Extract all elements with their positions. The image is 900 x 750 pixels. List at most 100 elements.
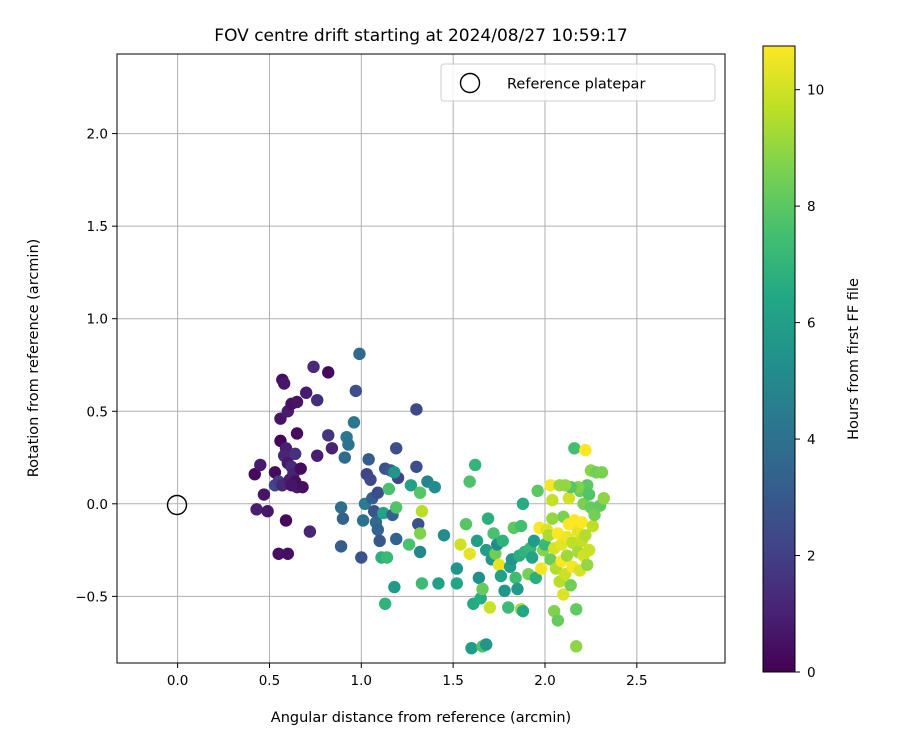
y-axis-ticks: −0.5 0.0 0.5 1.0 1.5 2.0 bbox=[75, 127, 117, 605]
colorbar-tick-label: 8 bbox=[807, 199, 816, 215]
scatter-point bbox=[489, 547, 502, 560]
scatter-point bbox=[516, 497, 530, 511]
scatter-point bbox=[509, 571, 522, 585]
scatter-point bbox=[364, 473, 377, 486]
scatter-point bbox=[367, 505, 381, 518]
scatter-point bbox=[511, 582, 524, 596]
scatter-point bbox=[355, 551, 368, 564]
scatter-point bbox=[254, 458, 267, 472]
scatter-point bbox=[413, 545, 427, 559]
scatter-point bbox=[307, 360, 320, 374]
scatter-point bbox=[542, 529, 555, 542]
scatter-point bbox=[463, 475, 476, 488]
scatter-point bbox=[579, 529, 592, 542]
scatter-point bbox=[474, 592, 487, 605]
scatter-point bbox=[334, 501, 348, 514]
x-tick-label: 1.5 bbox=[442, 673, 463, 689]
scatter-point bbox=[514, 519, 528, 533]
x-axis-label: Angular distance from reference (arcmin) bbox=[271, 710, 571, 726]
scatter-point bbox=[597, 492, 610, 505]
reference-platepar-marker bbox=[166, 494, 188, 516]
scatter-point bbox=[410, 460, 423, 473]
scatter-point bbox=[487, 527, 500, 540]
scatter-point bbox=[347, 416, 361, 429]
grid-lines bbox=[117, 54, 725, 663]
scatter-point bbox=[476, 582, 489, 596]
scatter-point bbox=[575, 516, 588, 529]
scatter-point bbox=[388, 466, 401, 479]
scatter-point bbox=[544, 553, 557, 566]
scatter-point bbox=[311, 449, 324, 462]
legend-entry: Reference platepar bbox=[507, 77, 645, 93]
scatter-point bbox=[459, 517, 473, 531]
legend-box bbox=[440, 63, 716, 102]
scatter-point bbox=[303, 525, 317, 538]
scatter-point bbox=[494, 569, 508, 583]
scatter-point bbox=[570, 603, 583, 616]
scatter-point bbox=[492, 558, 506, 572]
colorbar-label: Hours from first FF file bbox=[846, 278, 862, 440]
scatter-point bbox=[277, 377, 291, 390]
scatter-point bbox=[531, 484, 544, 498]
scatter-point bbox=[380, 551, 394, 564]
scatter-point bbox=[586, 519, 599, 533]
y-axis-label: Rotation from reference (arcmin) bbox=[26, 239, 42, 478]
x-axis-ticks: 0.0 0.5 1.0 1.5 2.0 2.5 bbox=[167, 663, 648, 689]
scatter-point bbox=[412, 517, 425, 531]
scatter-point bbox=[390, 442, 403, 455]
scatter-point bbox=[557, 588, 570, 601]
scatter-point bbox=[356, 514, 370, 527]
colorbar-tick-label: 10 bbox=[807, 83, 824, 99]
scatter-point bbox=[311, 393, 324, 407]
scatter-point bbox=[432, 577, 445, 590]
x-tick-label: 1.0 bbox=[351, 673, 372, 689]
legend-marker bbox=[459, 72, 481, 94]
scatter-point bbox=[362, 453, 375, 466]
scatter-point bbox=[382, 482, 396, 496]
legend: Reference platepar bbox=[440, 63, 716, 102]
scatter-point bbox=[465, 641, 478, 655]
scatter-point bbox=[450, 562, 464, 575]
colorbar-tick-label: 4 bbox=[807, 432, 816, 448]
data-points bbox=[248, 347, 610, 655]
scatter-point bbox=[570, 640, 583, 653]
scatter-point bbox=[496, 534, 509, 548]
scatter-point bbox=[322, 429, 335, 442]
scatter-point bbox=[564, 579, 577, 592]
scatter-point bbox=[437, 529, 451, 542]
colorbar-tick-label: 6 bbox=[807, 316, 816, 332]
x-tick-label: 0.0 bbox=[167, 673, 188, 689]
scatter-point bbox=[595, 466, 609, 479]
scatter-point bbox=[404, 479, 418, 492]
scatter-point bbox=[290, 427, 304, 440]
scatter-point bbox=[336, 512, 350, 525]
scatter-point bbox=[415, 505, 429, 518]
scatter-point bbox=[334, 540, 348, 553]
scatter-point bbox=[390, 532, 403, 546]
scatter-point bbox=[544, 479, 557, 492]
colorbar-ticks: 0 2 4 6 8 10 bbox=[795, 83, 824, 681]
scatter-point bbox=[450, 577, 464, 590]
scatter-point bbox=[535, 562, 548, 575]
scatter-point bbox=[470, 534, 484, 548]
x-tick-label: 2.0 bbox=[534, 673, 555, 689]
scatter-point bbox=[529, 571, 543, 585]
scatter-point bbox=[349, 384, 362, 398]
scatter-point bbox=[481, 512, 495, 525]
scatter-point bbox=[290, 395, 304, 409]
scatter-point bbox=[551, 614, 565, 627]
scatter-point bbox=[288, 447, 302, 461]
scatter-point bbox=[248, 467, 261, 481]
scatter-point bbox=[581, 479, 594, 492]
y-tick-label: 0.5 bbox=[87, 404, 108, 420]
scatter-point bbox=[562, 492, 576, 505]
x-tick-label: 2.5 bbox=[626, 673, 647, 689]
scatter-point bbox=[516, 604, 530, 618]
scatter-point bbox=[281, 547, 295, 560]
scatter-point bbox=[402, 538, 416, 551]
scatter-point bbox=[468, 458, 482, 472]
scatter-point bbox=[472, 571, 486, 585]
scatter-point bbox=[546, 493, 559, 507]
colorbar-gradient bbox=[762, 45, 796, 673]
scatter-point bbox=[566, 536, 579, 549]
